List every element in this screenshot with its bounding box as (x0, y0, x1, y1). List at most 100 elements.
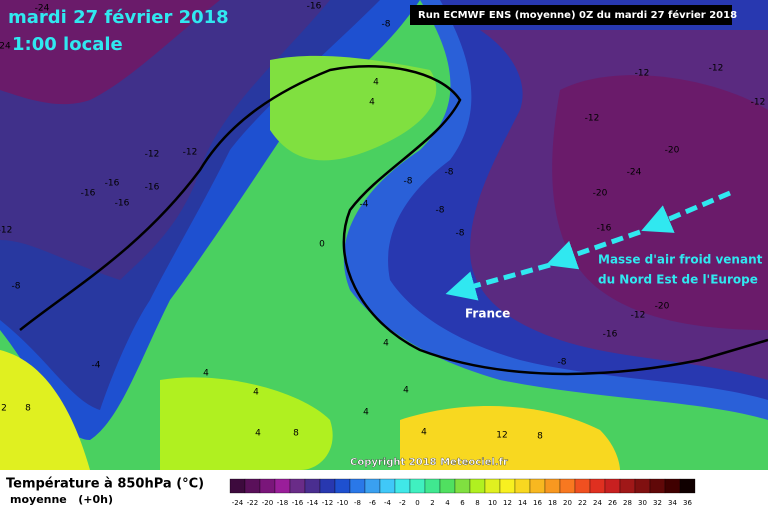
colorbar-cell (499, 478, 516, 494)
colorbar-label: -22 (247, 499, 258, 507)
colorbar-cell (559, 478, 576, 494)
colorbar-cell (229, 478, 246, 494)
contour-label: -16 (603, 330, 618, 340)
contour-label: -8 (558, 358, 567, 368)
contour-label: 4 (369, 98, 375, 108)
contour-label: 2 (1, 404, 7, 414)
arrows (445, 190, 731, 301)
colorbar-cell (619, 478, 636, 494)
colorbar-label: 34 (668, 499, 677, 507)
colorbar-label: 18 (548, 499, 557, 507)
colorbar-cell (319, 478, 336, 494)
contour-label: 4 (203, 369, 209, 379)
arrow (445, 262, 551, 301)
colorbar-label: 36 (683, 499, 692, 507)
contour-label: -24 (35, 4, 50, 14)
contour-label: -16 (105, 179, 120, 189)
colorbar-cell (589, 478, 606, 494)
contour-label: -12 (631, 311, 646, 321)
colorbar-cell (244, 478, 261, 494)
colorbar-label: -8 (354, 499, 361, 507)
time: 1:00 locale (12, 34, 123, 55)
colorbar-label: -20 (262, 499, 273, 507)
colorbar-label: -10 (337, 499, 348, 507)
colorbar-label: 6 (460, 499, 465, 507)
contour-label: 4 (383, 339, 389, 349)
copyright: Copyright 2018 Meteociel.fr (350, 457, 508, 468)
colorbar-label: -2 (399, 499, 406, 507)
colorbar-cell (679, 478, 696, 494)
contour-label: -12 (0, 226, 12, 236)
colorbar-label: 2 (430, 499, 434, 507)
colorbar-cell (424, 478, 441, 494)
contour-label: -8 (436, 206, 445, 216)
contour-label: 24 (0, 42, 11, 52)
colorbar-cell (394, 478, 411, 494)
colorbar-label: 0 (415, 499, 419, 507)
colorbar-cell (649, 478, 666, 494)
contour-label: 4 (363, 408, 369, 418)
colorbar-cell (574, 478, 591, 494)
colorbar-label: -16 (292, 499, 304, 507)
colorbar-cell (364, 478, 381, 494)
colorbar-cell (544, 478, 561, 494)
contour-label: 12 (496, 431, 507, 441)
contour-label: -8 (382, 20, 391, 30)
colorbar-label: 14 (518, 499, 527, 507)
map-background (0, 0, 768, 470)
colorbar-label: 8 (475, 499, 479, 507)
colorbar-label: -6 (369, 499, 377, 507)
contour-label: 4 (253, 388, 259, 398)
contour-label: 8 (537, 432, 543, 442)
colorbar-label: 20 (563, 499, 572, 507)
legend-title: Température à 850hPa (°C) (6, 477, 204, 492)
date: mardi 27 février 2018 (8, 7, 229, 28)
contour-label: -20 (655, 302, 670, 312)
colorbar-cell (274, 478, 291, 494)
contour-label: -8 (445, 168, 454, 178)
colorbar-label: 4 (445, 499, 450, 507)
contour-label: -20 (593, 189, 608, 199)
contour-label: 8 (293, 429, 299, 439)
colorbar-label: 22 (578, 499, 587, 507)
colorbar-cell (289, 478, 306, 494)
colorbar: -24 -22 -20 -18 -16 -14 -12 -10 -8 -6 -4 -2 0 2 4 6 8 10 1… (229, 478, 696, 507)
colorbar-cell (259, 478, 276, 494)
contour-label: -4 (92, 361, 101, 371)
colorbar-label: 30 (638, 499, 647, 507)
contour-label: 4 (403, 386, 409, 396)
arrow (545, 229, 641, 270)
run-box (410, 5, 732, 25)
contour-label: 4 (255, 429, 261, 439)
annotation-line: du Nord Est de l'Europe (598, 273, 758, 287)
contour-label: -16 (145, 183, 160, 193)
colorbar-label: -14 (307, 499, 319, 507)
colorbar-label: -12 (322, 499, 333, 507)
colorbar-label: 10 (488, 499, 497, 507)
contour-label: -8 (404, 177, 413, 187)
contour-label: -16 (597, 224, 612, 234)
colorbar-cell (529, 478, 546, 494)
contour-label: 8 (25, 404, 31, 414)
colorbar-cell (469, 478, 486, 494)
colorbar-label: 32 (653, 499, 662, 507)
colorbar-label: 12 (503, 499, 512, 507)
contour-label: -4 (360, 200, 369, 210)
run-label: Run ECMWF ENS (moyenne) 0Z du mardi 27 f… (418, 9, 737, 21)
colorbar-cell (454, 478, 471, 494)
contour-label: -16 (115, 199, 130, 209)
colorbar-label: -4 (384, 499, 392, 507)
annotation-line: Masse d'air froid venant (598, 253, 763, 267)
contour-label: -16 (307, 2, 322, 12)
contour-label: -20 (665, 146, 680, 156)
contour-label: -8 (456, 229, 465, 239)
contour-label: -24 (627, 168, 642, 178)
contour-label: -12 (145, 150, 160, 160)
colorbar-label: -18 (277, 499, 288, 507)
arrow (641, 190, 731, 233)
colorbar-cell (664, 478, 681, 494)
colorbar-label: -24 (232, 499, 244, 507)
colorbar-cell (484, 478, 501, 494)
contour-label: -12 (751, 98, 766, 108)
